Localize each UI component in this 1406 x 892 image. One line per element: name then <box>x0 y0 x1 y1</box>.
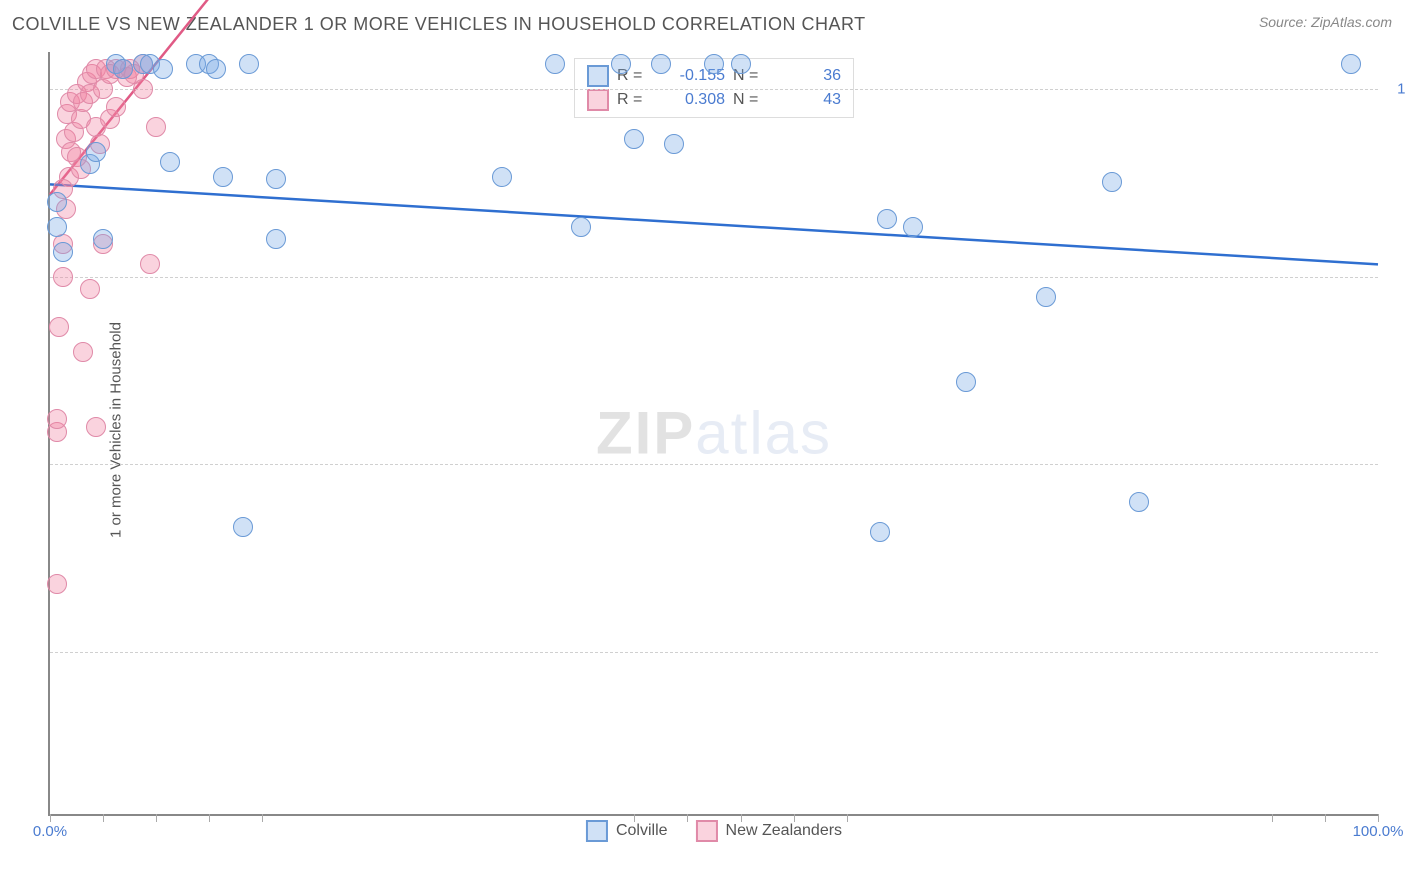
data-point <box>160 152 180 172</box>
data-point <box>49 317 69 337</box>
data-point <box>73 342 93 362</box>
gridline <box>50 652 1378 653</box>
data-point <box>1102 172 1122 192</box>
legend-label: Colville <box>616 822 668 840</box>
data-point <box>93 229 113 249</box>
data-point <box>80 279 100 299</box>
data-point <box>651 54 671 74</box>
x-tick <box>1378 814 1379 822</box>
data-point <box>545 54 565 74</box>
x-tick <box>687 814 688 822</box>
legend-stat-row: R = 0.308 N = 43 <box>587 89 841 111</box>
data-point <box>266 169 286 189</box>
data-point <box>153 59 173 79</box>
data-point <box>266 229 286 249</box>
n-value: 36 <box>777 67 841 85</box>
r-label: R = <box>617 91 653 109</box>
data-point <box>877 209 897 229</box>
x-tick <box>156 814 157 822</box>
x-tick <box>209 814 210 822</box>
legend-item: New Zealanders <box>696 820 843 842</box>
data-point <box>624 129 644 149</box>
legend-swatch <box>587 89 609 111</box>
legend-swatch <box>586 820 608 842</box>
data-point <box>239 54 259 74</box>
source-label: Source: ZipAtlas.com <box>1259 14 1392 30</box>
gridline <box>50 89 1378 90</box>
data-point <box>611 54 631 74</box>
legend-label: New Zealanders <box>726 822 843 840</box>
data-point <box>492 167 512 187</box>
data-point <box>53 267 73 287</box>
chart-title: COLVILLE VS NEW ZEALANDER 1 OR MORE VEHI… <box>12 14 866 35</box>
x-tick <box>794 814 795 822</box>
data-point <box>233 517 253 537</box>
n-value: 43 <box>777 91 841 109</box>
data-point <box>956 372 976 392</box>
data-point <box>903 217 923 237</box>
gridline <box>50 464 1378 465</box>
x-tick <box>1325 814 1326 822</box>
x-tick <box>50 814 51 822</box>
gridline <box>50 277 1378 278</box>
data-point <box>1129 492 1149 512</box>
legend-swatch <box>696 820 718 842</box>
data-point <box>213 167 233 187</box>
data-point <box>664 134 684 154</box>
x-tick-label: 0.0% <box>33 823 67 840</box>
x-tick <box>847 814 848 822</box>
data-point <box>731 54 751 74</box>
x-tick <box>262 814 263 822</box>
trend-lines <box>50 52 1378 814</box>
x-tick-label: 100.0% <box>1353 823 1404 840</box>
data-point <box>47 192 67 212</box>
data-point <box>571 217 591 237</box>
data-point <box>206 59 226 79</box>
data-point <box>47 409 67 429</box>
data-point <box>870 522 890 542</box>
x-tick <box>1272 814 1273 822</box>
data-point <box>113 59 133 79</box>
x-tick <box>741 814 742 822</box>
data-point <box>106 97 126 117</box>
data-point <box>47 217 67 237</box>
data-point <box>86 417 106 437</box>
data-point <box>1341 54 1361 74</box>
data-point <box>1036 287 1056 307</box>
plot-area: ZIPatlas R =-0.155N =36R =0.308N =43 Col… <box>48 52 1378 816</box>
r-value: 0.308 <box>661 91 725 109</box>
data-point <box>86 142 106 162</box>
data-point <box>47 574 67 594</box>
legend-series: Colville New Zealanders <box>586 820 842 842</box>
x-tick <box>103 814 104 822</box>
data-point <box>140 254 160 274</box>
data-point <box>53 242 73 262</box>
data-point <box>704 54 724 74</box>
data-point <box>133 79 153 99</box>
data-point <box>146 117 166 137</box>
legend-item: Colville <box>586 820 668 842</box>
x-tick <box>634 814 635 822</box>
y-tick-label: 100.0% <box>1397 81 1406 98</box>
legend-swatch <box>587 65 609 87</box>
n-label: N = <box>733 91 769 109</box>
